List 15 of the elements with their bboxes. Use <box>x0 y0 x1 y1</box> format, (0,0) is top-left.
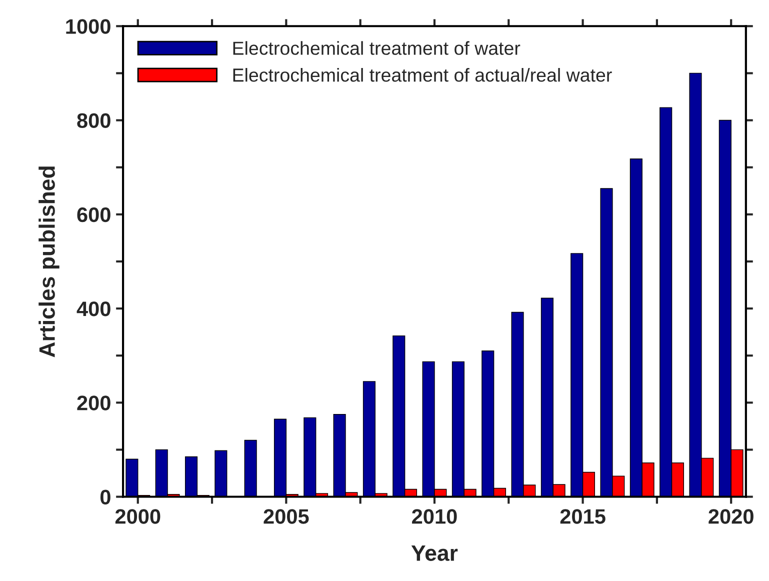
legend-label: Electrochemical treatment of water <box>233 41 520 55</box>
y-tick-label: 1000 <box>66 19 110 34</box>
y-tick-label: 0 <box>100 490 110 505</box>
x-tick-label: 2020 <box>708 509 754 524</box>
x-axis-title: Year <box>411 545 458 561</box>
x-tick-label: 2010 <box>412 509 457 524</box>
y-tick-label: 600 <box>77 207 110 222</box>
y-axis-title: Articles published <box>38 166 60 358</box>
y-tick-label: 400 <box>76 302 110 316</box>
x-tick-label: 2005 <box>264 509 309 524</box>
legend-label: Electrochemical treatment of actual/real water <box>233 68 612 82</box>
y-tick-label: 200 <box>77 396 110 410</box>
x-tick-label: 2000 <box>115 509 160 524</box>
x-tick-label: 2015 <box>560 509 606 524</box>
y-tick-label: 800 <box>77 113 110 128</box>
